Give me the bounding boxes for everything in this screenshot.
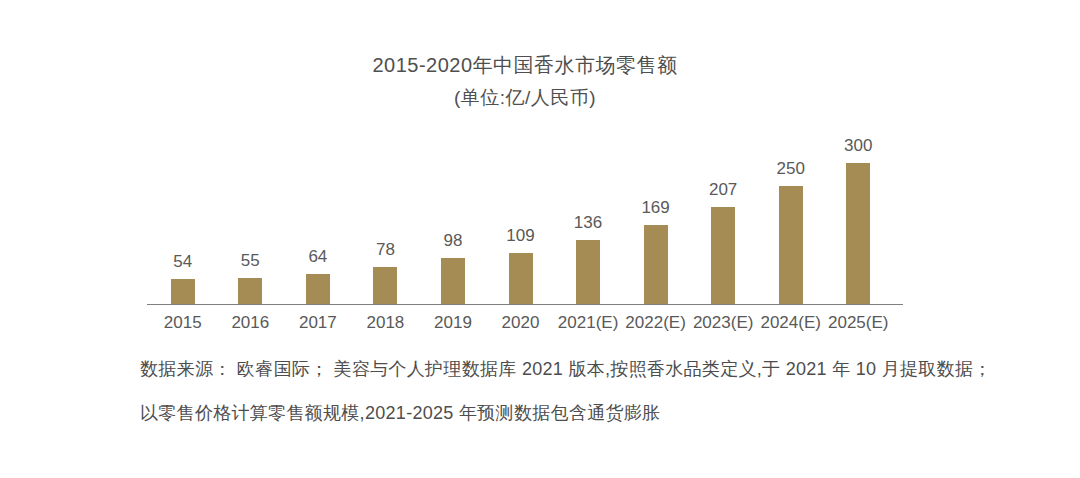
chart-subtitle: (单位:亿/人民币)	[0, 85, 1050, 111]
bar	[779, 186, 803, 304]
x-axis-label: 2020	[487, 313, 555, 333]
chart-title: 2015-2020年中国香水市场零售额	[0, 52, 1050, 79]
bar-value-label: 300	[844, 137, 872, 154]
bar-value-label: 78	[376, 241, 395, 258]
source-note: 数据来源： 欧睿国际； 美容与个人护理数据库 2021 版本,按照香水品类定义,…	[140, 347, 1020, 435]
bar	[509, 253, 533, 304]
bar-column: 109	[487, 227, 555, 304]
bar-column: 55	[217, 252, 285, 304]
source-note-line-2: 以零售价格计算零售额规模,2021-2025 年预测数据包含通货膨胀	[140, 391, 1020, 435]
x-axis-label: 2017	[284, 313, 352, 333]
bar-column: 169	[622, 199, 690, 304]
bar-value-label: 98	[444, 232, 463, 249]
bar-column: 98	[419, 232, 487, 304]
bar	[171, 279, 195, 304]
bar-value-label: 136	[574, 214, 602, 231]
bar-column: 207	[689, 181, 757, 304]
bar	[238, 278, 262, 304]
bar-column: 54	[149, 253, 217, 304]
x-axis-label: 2024(E)	[757, 313, 825, 333]
x-axis-label: 2021(E)	[554, 313, 622, 333]
x-axis-label: 2015	[149, 313, 217, 333]
bar	[644, 225, 668, 304]
x-axis-label: 2019	[419, 313, 487, 333]
bar	[846, 163, 870, 304]
bar-value-label: 109	[506, 227, 534, 244]
bar-column: 78	[352, 241, 420, 304]
bar-column: 64	[284, 248, 352, 304]
x-axis-label: 2023(E)	[689, 313, 757, 333]
bar	[711, 207, 735, 304]
bar-value-label: 55	[241, 252, 260, 269]
bar-column: 250	[757, 160, 825, 304]
bar-plot-area: 54 55 64 78 98 109 136 169 207 250 300	[149, 130, 892, 304]
bar-value-label: 207	[709, 181, 737, 198]
bar	[306, 274, 330, 304]
bar-value-label: 54	[173, 253, 192, 270]
bar-value-label: 169	[641, 199, 669, 216]
x-axis-labels-row: 2015201620172018201920202021(E)2022(E)20…	[149, 313, 892, 333]
x-axis-label: 2025(E)	[824, 313, 892, 333]
perfume-market-chart-page: 2015-2020年中国香水市场零售额 (单位:亿/人民币) 54 55 64 78 9…	[0, 0, 1080, 478]
bar	[576, 240, 600, 304]
bar	[441, 258, 465, 304]
x-axis-label: 2018	[352, 313, 420, 333]
bar-column: 300	[824, 137, 892, 304]
bar-column: 136	[554, 214, 622, 304]
x-axis-label: 2022(E)	[622, 313, 690, 333]
x-axis-label: 2016	[217, 313, 285, 333]
bar	[373, 267, 397, 304]
x-axis-line	[147, 304, 903, 305]
bar-value-label: 250	[777, 160, 805, 177]
bar-value-label: 64	[308, 248, 327, 265]
source-note-line-1: 数据来源： 欧睿国际； 美容与个人护理数据库 2021 版本,按照香水品类定义,…	[140, 347, 1020, 391]
